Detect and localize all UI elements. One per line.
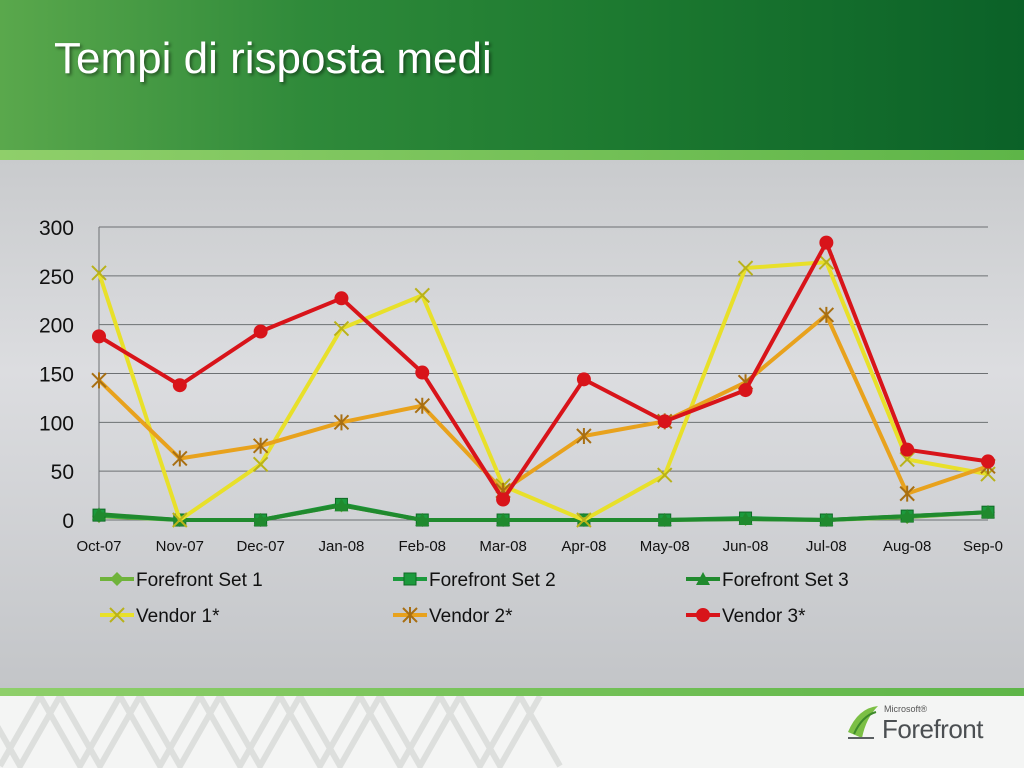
legend-marker xyxy=(402,607,418,623)
x-tick-label: May-08 xyxy=(640,538,690,555)
data-point xyxy=(738,512,753,526)
series-line xyxy=(97,312,989,496)
y-tick-label: 250 xyxy=(39,266,74,289)
data-point xyxy=(900,442,915,457)
data-point xyxy=(172,378,187,393)
data-point xyxy=(818,306,835,323)
legend-item: Vendor 3* xyxy=(686,606,806,627)
data-point xyxy=(333,320,350,337)
data-point xyxy=(496,492,511,507)
y-tick-label: 0 xyxy=(62,510,74,533)
series-lines xyxy=(91,235,996,528)
data-point xyxy=(900,509,915,523)
data-point xyxy=(172,450,188,467)
y-tick-label: 100 xyxy=(39,412,74,435)
legend-marker xyxy=(696,572,710,585)
series-6 xyxy=(92,235,995,507)
footer-stripe xyxy=(0,688,1024,696)
data-point xyxy=(334,498,349,512)
data-point xyxy=(415,365,430,380)
series-line xyxy=(97,260,989,522)
x-tick-label: Jul-08 xyxy=(806,538,847,555)
legend-item: Forefront Set 2 xyxy=(393,570,556,591)
axis-ticks: 0 50 100 150 200 250 300 Oct-07 Nov-07 Dec-07 Jan-… xyxy=(39,217,1003,555)
data-point xyxy=(737,260,754,276)
data-point xyxy=(738,383,753,398)
data-point xyxy=(414,287,430,304)
legend-label: Vendor 3* xyxy=(722,606,806,627)
legend-item: Forefront Set 1 xyxy=(100,570,263,591)
data-point xyxy=(576,428,592,445)
data-point xyxy=(91,372,107,389)
chart-area-background xyxy=(0,160,1024,688)
logo-product: Forefront xyxy=(882,714,984,744)
data-point xyxy=(496,513,511,526)
legend-label: Forefront Set 3 xyxy=(722,570,849,591)
data-point xyxy=(253,513,268,526)
y-tick-label: 200 xyxy=(39,315,74,338)
header-stripe xyxy=(0,150,1024,160)
x-tick-label: Aug-08 xyxy=(883,538,931,555)
data-point xyxy=(172,512,188,528)
series-line xyxy=(98,503,989,522)
data-point xyxy=(819,235,834,250)
legend-item: Vendor 1* xyxy=(100,606,220,627)
legend-marker xyxy=(403,572,417,586)
legend-marker xyxy=(109,607,125,623)
data-point xyxy=(981,454,995,469)
data-point xyxy=(657,467,673,483)
data-point xyxy=(981,505,995,519)
x-tick-label: Jun-08 xyxy=(723,538,769,555)
header-band xyxy=(0,0,1024,150)
data-point xyxy=(92,329,106,344)
y-tick-label: 300 xyxy=(39,217,74,240)
data-point xyxy=(576,372,591,387)
legend-marker xyxy=(696,608,710,622)
x-tick-label: Oct-07 xyxy=(76,538,121,555)
x-tick-label: Sep-0 xyxy=(963,538,1003,555)
x-tick-label: Mar-08 xyxy=(479,538,527,555)
data-point xyxy=(576,512,592,528)
series-4 xyxy=(91,254,996,528)
legend-label: Forefront Set 1 xyxy=(136,570,263,591)
y-tick-label: 50 xyxy=(51,461,74,484)
x-tick-label: Nov-07 xyxy=(156,538,204,555)
data-point xyxy=(91,265,107,281)
legend-item: Vendor 2* xyxy=(393,606,513,627)
x-tick-label: Feb-08 xyxy=(399,538,447,555)
data-point xyxy=(252,437,269,454)
legend-marker xyxy=(110,572,124,586)
series-3 xyxy=(92,498,995,526)
legend-label: Vendor 2* xyxy=(429,606,513,627)
data-point xyxy=(657,513,672,526)
x-tick-label: Jan-08 xyxy=(319,538,365,555)
logo-vendor: Microsoft® xyxy=(884,704,928,714)
series-5 xyxy=(91,306,996,502)
y-tick-label: 150 xyxy=(39,364,74,387)
x-tick-label: Apr-08 xyxy=(561,538,606,555)
data-point xyxy=(92,507,106,521)
forefront-logo: Microsoft® Forefront xyxy=(844,700,1004,748)
legend-label: Vendor 1* xyxy=(136,606,220,627)
slide-title: Tempi di risposta medi xyxy=(54,34,492,83)
data-point xyxy=(415,513,430,526)
legend-item: Forefront Set 3 xyxy=(686,570,849,591)
data-point xyxy=(253,324,268,339)
data-point xyxy=(334,291,349,306)
data-point xyxy=(819,513,834,526)
data-point xyxy=(333,414,350,431)
data-point xyxy=(899,485,915,502)
series-line xyxy=(97,240,989,502)
data-point xyxy=(657,414,672,429)
legend-label: Forefront Set 2 xyxy=(429,570,556,591)
footer-pattern xyxy=(0,696,563,768)
x-tick-label: Dec-07 xyxy=(236,538,284,555)
data-point xyxy=(414,397,430,414)
data-point xyxy=(252,456,269,473)
forefront-logo-icon xyxy=(848,706,878,739)
legend: Forefront Set 1 Forefront Set 2 Forefront … xyxy=(100,570,849,627)
